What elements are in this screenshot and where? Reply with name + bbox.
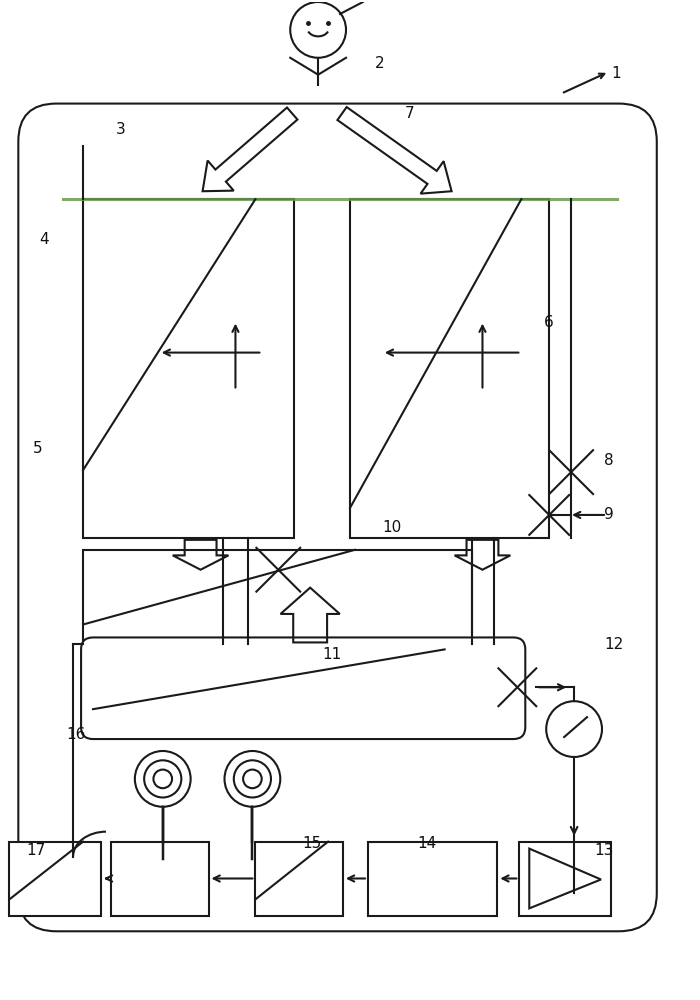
Text: 15: 15 <box>302 836 321 851</box>
FancyBboxPatch shape <box>81 637 525 739</box>
Text: 5: 5 <box>34 441 43 456</box>
Text: 13: 13 <box>594 843 613 858</box>
Text: 11: 11 <box>322 647 342 662</box>
Bar <box>83 199 294 538</box>
Text: 6: 6 <box>544 315 554 330</box>
FancyBboxPatch shape <box>18 104 657 931</box>
Text: 4: 4 <box>39 232 49 247</box>
Text: 14: 14 <box>418 836 437 851</box>
Text: 8: 8 <box>604 453 614 468</box>
Bar <box>350 199 550 538</box>
Bar <box>111 842 209 916</box>
Bar <box>519 842 611 916</box>
Bar <box>83 550 472 644</box>
Text: 1: 1 <box>611 66 621 81</box>
Text: 3: 3 <box>116 122 126 137</box>
Text: 2: 2 <box>375 56 384 71</box>
Text: 12: 12 <box>604 637 623 652</box>
Text: 16: 16 <box>66 727 85 742</box>
Text: 7: 7 <box>405 106 414 121</box>
Text: 17: 17 <box>27 843 46 858</box>
Text: 9: 9 <box>604 507 614 522</box>
Bar <box>368 842 498 916</box>
Text: 10: 10 <box>382 520 401 535</box>
Bar <box>9 842 101 916</box>
Bar <box>256 842 343 916</box>
